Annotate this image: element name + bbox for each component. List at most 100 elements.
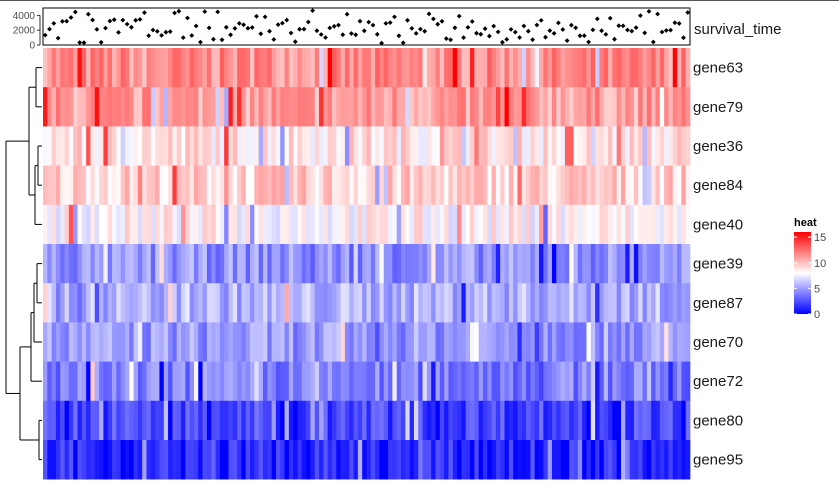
heat-cell [603,400,609,441]
annotation-point [301,26,307,32]
annotation-point [120,17,126,23]
heat-cell [362,204,367,245]
heat-cell [396,400,402,441]
heat-cell [267,48,272,88]
heat-cell [577,126,583,166]
heat-cell [620,204,626,245]
annotation-point [42,32,48,38]
heat-cell [254,126,260,166]
heat-cell [392,361,398,402]
annotation-point [500,39,505,45]
heat-cell [215,204,221,245]
heat-cell [198,283,203,323]
heat-cell [280,322,285,362]
heat-cell [560,400,566,441]
annotation-tick-label: 4000 [13,11,36,22]
heat-cell [314,361,320,402]
heat-cell [599,87,605,127]
heat-cell [254,48,260,88]
heat-cell [103,440,109,480]
heat-cell [163,126,169,166]
heat-cell [211,400,216,441]
heat-cell [107,361,113,402]
heat-cell [651,204,656,245]
heat-cell [133,204,139,245]
heat-cell [551,204,557,245]
heat-cell [444,400,449,441]
heat-cell [431,126,436,166]
heat-cell [189,400,195,441]
heat-cell [603,126,609,166]
heat-cell [43,87,48,127]
heat-cell [297,204,303,245]
heat-cell [112,48,117,88]
heat-cell [470,126,475,166]
heat-cell [185,322,190,362]
heat-cell [547,87,553,127]
heat-cell [651,48,656,88]
heat-cell [163,361,169,402]
heat-cell [564,244,570,284]
heat-cell [206,361,212,402]
heat-cell [651,244,656,284]
annotation-point [400,40,406,46]
heat-cell [293,283,298,323]
heat-cell [543,440,549,480]
heat-cell [474,244,479,284]
heat-cell [556,244,561,284]
heat-cell [431,322,436,362]
heat-cell [409,322,415,362]
heat-cell [336,361,341,402]
heat-cell [116,48,121,88]
heat-cell [633,165,639,206]
annotation-point [198,39,203,45]
heat-cell [513,87,518,127]
heat-cell [603,440,609,480]
annotation-point [668,27,673,33]
heat-cell [215,165,221,206]
heat-cell [310,87,316,127]
heat-cell [465,440,471,480]
annotation-point [314,28,320,34]
heat-cell [150,87,156,127]
heat-cell [60,440,65,480]
heat-cell [107,440,113,480]
heat-cell [353,400,359,441]
heat-cell [314,48,320,88]
heat-cell [388,400,393,441]
annotation-point [396,33,402,39]
heat-cell [405,322,410,362]
heat-cell [237,165,242,206]
heat-cell [319,165,324,206]
annotation-point [521,23,527,29]
heat-cell [353,440,359,480]
annotation-point [228,32,233,38]
heat-cell [185,204,190,245]
heat-cell [392,165,398,206]
heat-cell [181,244,186,284]
heat-cell [638,322,643,362]
heat-cell [51,322,57,362]
heat-cell [638,283,643,323]
heat-cell [413,361,419,402]
heat-cell [659,244,665,284]
heat-cell [193,165,199,206]
heat-cell [60,244,65,284]
heat-cell [590,361,596,402]
heat-cell [495,322,501,362]
heat-cell [478,322,484,362]
heat-cell [211,204,216,245]
heat-cell [392,244,398,284]
annotation-point [98,39,104,45]
annotation-point [361,28,367,34]
heat-cell [513,440,518,480]
heat-cell [664,283,669,323]
heat-cell [327,322,333,362]
heat-cell [426,48,432,88]
heat-cell [137,165,143,206]
heat-cell [353,165,359,206]
heat-cell [633,283,639,323]
heat-cell [439,87,445,127]
heat-cell [465,126,471,166]
heat-cell [68,361,74,402]
